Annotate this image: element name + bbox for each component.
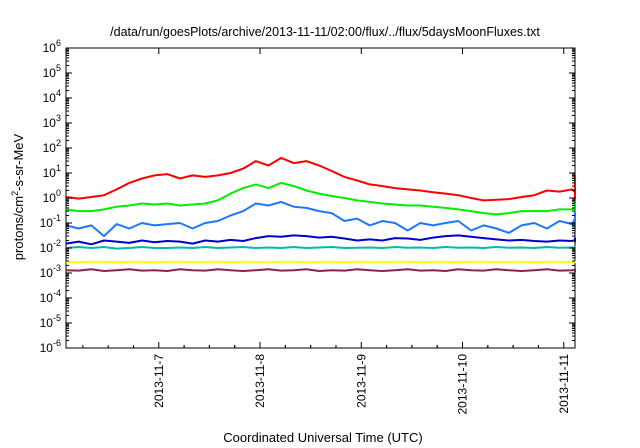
series-line-4 bbox=[65, 234, 576, 246]
x-tick-label: 2013-11-8 bbox=[253, 354, 267, 408]
y-axis-label: protons/cm2-s-sr-MeV bbox=[10, 133, 26, 260]
y-axis-label-sup: 2 bbox=[10, 191, 20, 196]
x-axis-label: Coordinated Universal Time (UTC) bbox=[223, 430, 422, 445]
y-tick-label: 10-5 bbox=[40, 313, 61, 330]
chart-title: /data/run/goesPlots/archive/2013-11-11/0… bbox=[110, 25, 540, 39]
y-tick-label: 106 bbox=[43, 38, 61, 55]
x-tick-label: 2013-11-10 bbox=[456, 354, 470, 415]
series-lines bbox=[65, 156, 576, 272]
x-tick-label: 2013-11-7 bbox=[152, 354, 166, 408]
y-axis-label-part1: protons/cm bbox=[11, 196, 26, 260]
y-axis-label-part2: -s-sr-MeV bbox=[11, 133, 26, 190]
plot-area bbox=[65, 47, 576, 349]
y-tick-label: 10-6 bbox=[40, 338, 61, 355]
series-line-2 bbox=[65, 181, 576, 216]
axes: 10-6 10-5 10-4 10-3 10-2 10-1 100 101 102 103 104 1… bbox=[40, 38, 575, 415]
y-tick-label: 10-4 bbox=[40, 288, 61, 305]
plot-frame bbox=[65, 47, 576, 349]
y-tick-label: 100 bbox=[43, 188, 61, 205]
y-tick-label: 102 bbox=[43, 138, 61, 155]
y-tick-label: 10-3 bbox=[40, 263, 61, 280]
x-tick-label: 2013-11-9 bbox=[354, 354, 368, 408]
y-tick-label: 103 bbox=[43, 113, 61, 130]
x-tick-label: 2013-11-11 bbox=[557, 354, 571, 414]
series-line-7 bbox=[65, 268, 576, 272]
series-line-3 bbox=[65, 200, 576, 238]
y-tick-label: 10-1 bbox=[40, 213, 61, 230]
y-tick-label: 101 bbox=[43, 163, 61, 180]
y-tick-label: 10-2 bbox=[40, 238, 61, 255]
y-tick-label: 105 bbox=[43, 63, 61, 80]
series-line-5 bbox=[65, 246, 576, 250]
y-tick-label: 104 bbox=[43, 88, 61, 105]
